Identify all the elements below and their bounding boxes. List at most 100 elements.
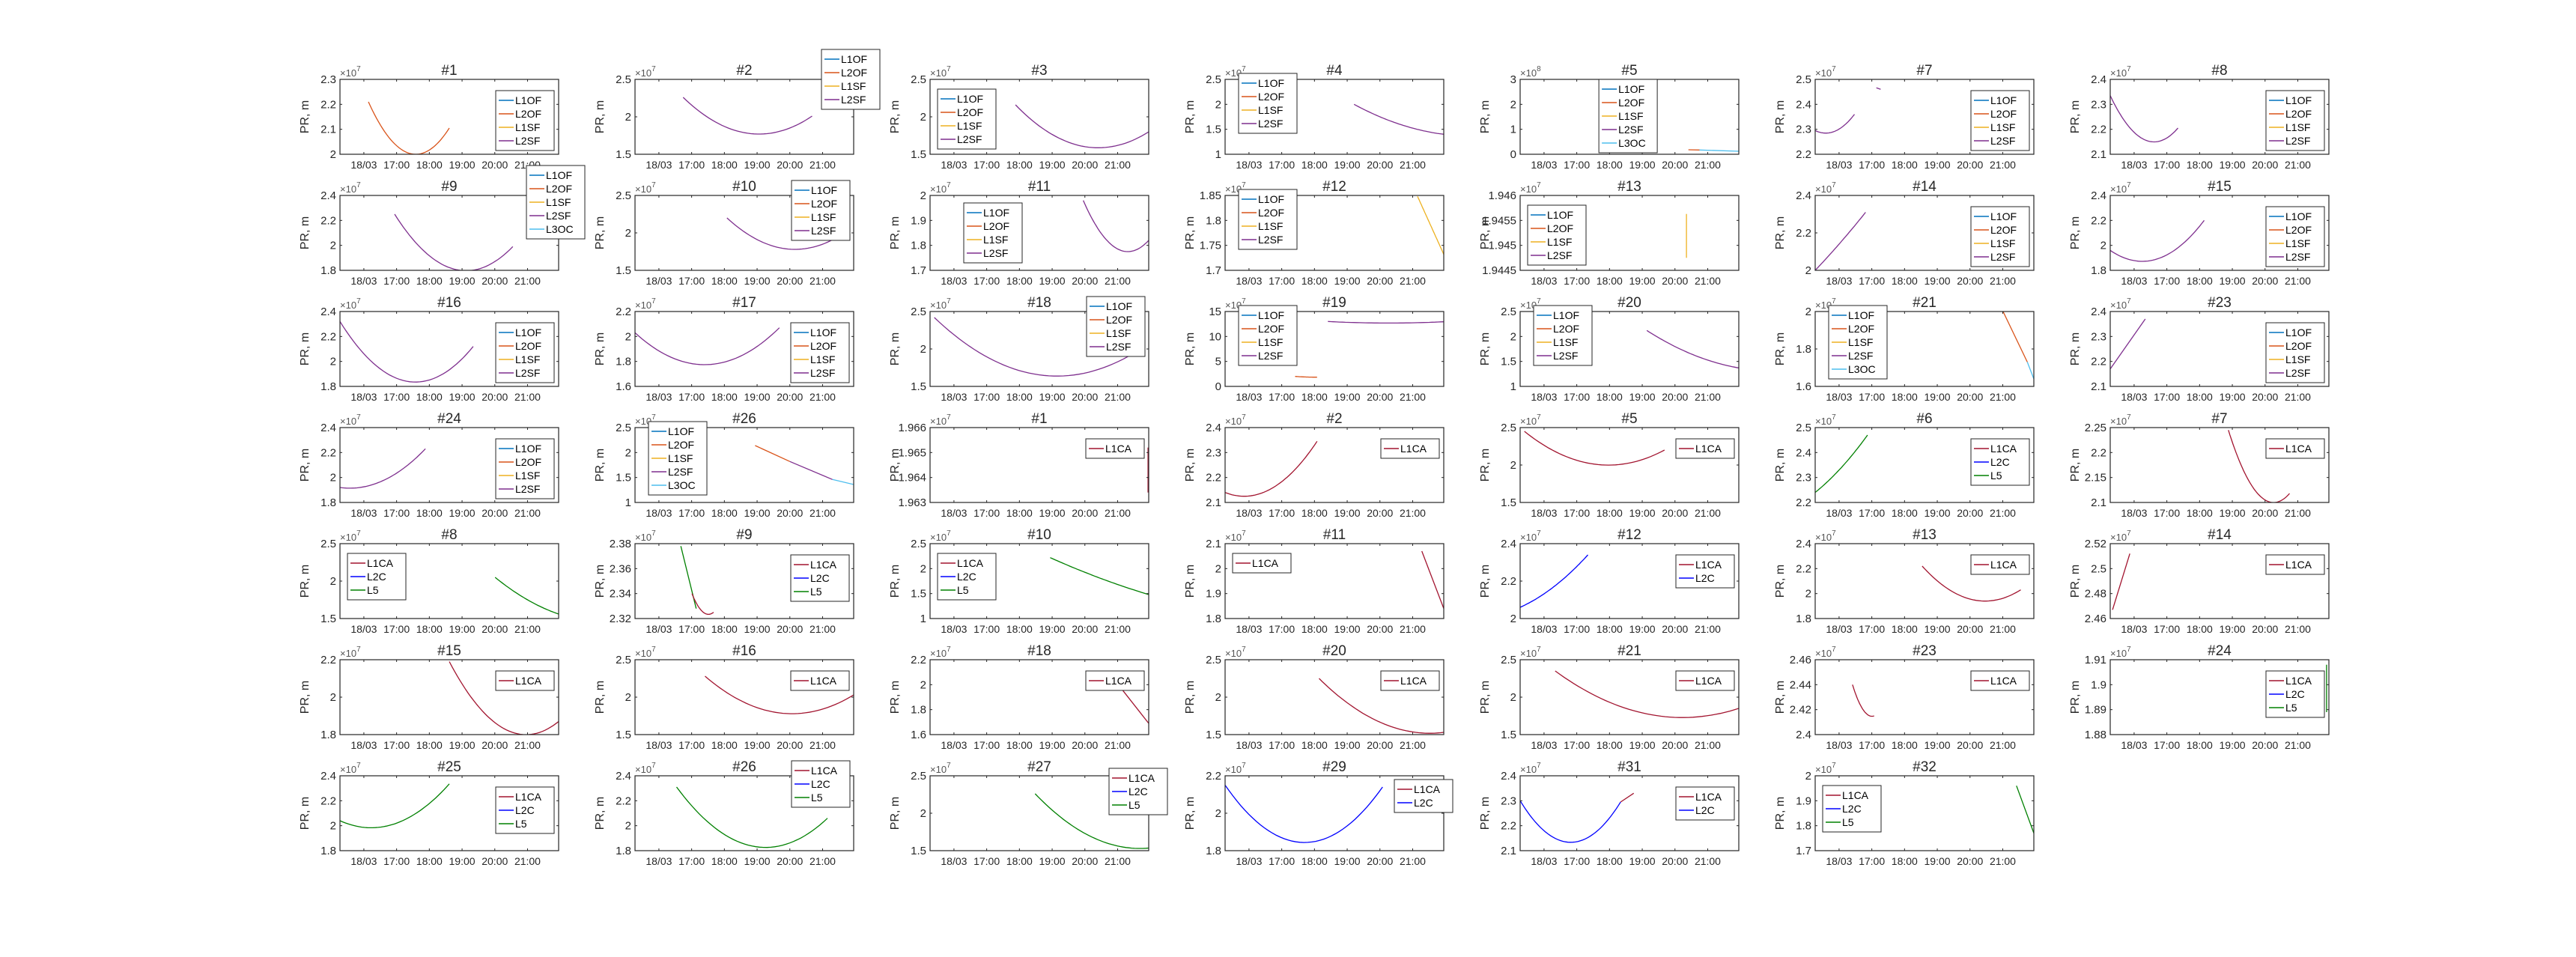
y-tick-label: 1.5 [1501, 496, 1516, 509]
y-tick-label: 2.2 [1796, 148, 1811, 161]
x-tick-label: 18:00 [1597, 623, 1623, 635]
legend-label: L2SF [546, 210, 571, 222]
x-tick-label: 21:00 [1990, 739, 2016, 751]
subplot: 18/03 17:00 18:00 19:00 20:00 21:00 1.8 2 2.2 ×10… [1184, 759, 1453, 867]
x-tick-label: 21:00 [1400, 159, 1426, 171]
x-tick-label: 18:00 [1892, 159, 1918, 171]
exponent-label: ×107 [1520, 297, 1541, 311]
legend-label: L1CA [2285, 443, 2312, 455]
exponent-base: ×10 [2110, 532, 2127, 543]
legend-label: L3OC [1848, 363, 1876, 375]
x-tick-label: 21:00 [1990, 391, 2016, 403]
legend-entry: L2OF [499, 340, 541, 352]
x-tick-label: 20:00 [1957, 275, 1983, 287]
series-line-l1ca [2112, 553, 2130, 610]
x-tick-label: 21:00 [514, 739, 541, 751]
axes-background [930, 195, 1149, 270]
y-tick-label: 2.4 [1796, 729, 1811, 741]
y-tick-label: 1.9 [1796, 795, 1811, 807]
exponent-power: 7 [651, 181, 656, 189]
x-tick-label: 18/03 [1531, 623, 1557, 635]
exponent-label: ×107 [1225, 65, 1246, 79]
exponent-power: 7 [2127, 297, 2131, 306]
y-tick-label: 2.2 [1796, 496, 1811, 509]
y-tick-label: 1.8 [1796, 613, 1811, 625]
x-tick-label: 20:00 [777, 159, 803, 171]
legend-entry: L5 [1826, 816, 1854, 828]
y-axis-label: PR, m [594, 565, 607, 598]
x-tick-label: 18:00 [711, 623, 738, 635]
legend-label: L1CA [2285, 675, 2312, 687]
exponent-power: 7 [2127, 529, 2131, 538]
x-tick-label: 18:00 [1006, 739, 1033, 751]
y-tick-label: 1.8 [616, 845, 631, 857]
series-line-l2of [755, 445, 791, 462]
y-tick-label: 2.5 [911, 770, 926, 783]
y-tick-label: 2.2 [2091, 214, 2106, 227]
exponent-label: ×107 [2110, 181, 2131, 195]
exponent-power: 7 [1537, 181, 1541, 189]
y-tick-label: 2 [1510, 691, 1516, 704]
subplot: 18/03 17:00 18:00 19:00 20:00 21:00 0 5 10 15 ×107… [1184, 295, 1445, 403]
x-tick-label: 21:00 [809, 623, 836, 635]
legend-entry: L1OF [1242, 77, 1284, 89]
legend-entry: L1OF [499, 94, 541, 106]
legend-label: L2OF [841, 67, 867, 79]
y-tick-label: 2.5 [1501, 306, 1516, 318]
y-tick-label: 1.5 [616, 729, 631, 741]
y-tick-label: 1.8 [321, 264, 336, 277]
subplot: 18/03 17:00 18:00 19:00 20:00 21:00 1.5 2 2.5 ×10… [889, 63, 1149, 171]
plot-title: #13 [1913, 527, 1936, 543]
legend-entry: L2C [1397, 797, 1433, 809]
legend-entry: L2OF [1537, 323, 1579, 335]
series-line-l3oc [832, 478, 854, 485]
x-tick-label: 17:00 [1859, 159, 1885, 171]
legend-label: L1SF [2285, 237, 2310, 249]
exponent-base: ×10 [2110, 648, 2127, 659]
axes-box [929, 427, 1149, 503]
axes-box [2109, 427, 2330, 503]
legend-label: L1OF [2285, 326, 2312, 338]
legend-entry: L2SF [794, 367, 835, 379]
x-tick-label: 18:00 [1301, 391, 1328, 403]
series-line-l2sf [394, 213, 514, 270]
x-tick-label: 20:00 [482, 739, 508, 751]
x-tick-label: 17:00 [2154, 739, 2180, 751]
y-axis-label: PR, m [1774, 100, 1787, 133]
legend-entry: L2C [794, 572, 830, 584]
x-tick-label: 18:00 [1892, 391, 1918, 403]
legend-entry: L1OF [2269, 94, 2312, 106]
x-tick-label: 21:00 [1105, 739, 1131, 751]
y-tick-label: 1.8 [321, 845, 336, 857]
x-tick-label: 17:00 [383, 391, 410, 403]
x-tick-label: 21:00 [514, 855, 541, 867]
legend-entry: L1CA [499, 791, 542, 803]
x-tick-label: 20:00 [1367, 623, 1393, 635]
subplot: 18/03 17:00 18:00 19:00 20:00 21:00 2 2.2 2.4 ×10… [1774, 179, 2035, 287]
x-tick-label: 21:00 [514, 507, 541, 519]
exponent-label: ×107 [635, 65, 656, 79]
legend-entry: L1SF [1974, 237, 2015, 249]
legend-entry: L2OF [1242, 91, 1284, 103]
x-tick-label: 18:00 [1301, 159, 1328, 171]
x-tick-label: 17:00 [1859, 507, 1885, 519]
subplot: 18/03 17:00 18:00 19:00 20:00 21:00 1.6 1.8 2 2.2… [594, 295, 854, 403]
axes-box [1814, 543, 2035, 619]
plot-title: #23 [1913, 643, 1936, 659]
exponent-label: ×107 [1815, 762, 1836, 775]
y-tick-label: 2.1 [2091, 148, 2106, 161]
y-tick-label: 2 [2100, 240, 2106, 252]
x-tick-label: 18/03 [1826, 275, 1852, 287]
plot-title: #16 [437, 295, 461, 311]
legend-label: L2SF [515, 135, 540, 147]
legend-label: L1SF [957, 120, 982, 132]
legend-label: L1CA [810, 675, 837, 687]
x-tick-label: 19:00 [1334, 623, 1361, 635]
y-axis-label: PR, m [594, 449, 607, 481]
series-line-l1ca [1922, 565, 2021, 602]
axes-box [634, 427, 854, 503]
legend-entry: L2SF [1602, 124, 1644, 136]
exponent-label: ×107 [340, 181, 361, 195]
legend-label: L2OF [2285, 108, 2312, 120]
